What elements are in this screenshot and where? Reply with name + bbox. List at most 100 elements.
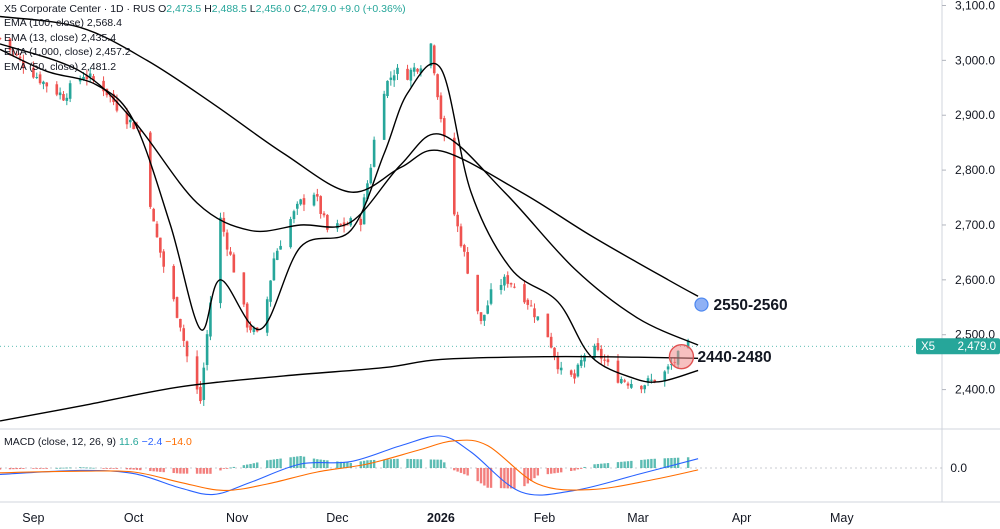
ema-value: 2,457.2 — [95, 46, 131, 59]
macd-histogram-bar — [12, 468, 15, 470]
macd-histogram-bar — [573, 468, 576, 471]
macd-histogram-bar — [663, 458, 666, 468]
candle-body — [199, 386, 202, 402]
macd-histogram-bar — [296, 456, 299, 468]
ema-label: EMA (13, close) — [4, 31, 79, 44]
macd-histogram-bar — [389, 459, 393, 468]
ema-label: EMA (100, close) — [4, 17, 84, 30]
candle-body — [523, 284, 526, 303]
high-value: 2,488.5 — [211, 3, 247, 15]
candle-body — [295, 203, 299, 209]
ema-line — [0, 355, 699, 422]
price-badge-value: 2,479.0 — [958, 341, 996, 353]
macd-histogram-bar — [242, 465, 246, 468]
candle-body — [205, 334, 209, 365]
x-tick-label: Nov — [226, 511, 249, 525]
macd-histogram-bar — [195, 468, 199, 474]
open-label: O — [158, 3, 167, 15]
legend-ema-13[interactable]: EMA (13, close) 2,435.4 — [4, 31, 406, 45]
macd-histogram-bar — [583, 466, 586, 468]
legend-symbol-line: X5 Corporate Center · 1D · RUS O2,473.5 … — [4, 2, 406, 16]
candle-body — [630, 383, 633, 388]
macd-histogram-bar — [600, 463, 603, 468]
close-label: C — [293, 3, 302, 15]
macd-histogram-bar — [225, 468, 229, 469]
macd-histogram-bar — [369, 460, 372, 468]
macd-histogram-bar — [499, 468, 503, 489]
annotation-label: 2440-2480 — [697, 349, 771, 366]
macd-value-2: −2.4 — [141, 436, 163, 448]
macd-histogram-bar — [185, 468, 189, 474]
candle-body — [556, 356, 560, 370]
candle-body — [593, 345, 596, 359]
macd-histogram-bar — [22, 468, 25, 469]
macd-histogram-bar — [406, 458, 409, 468]
candle-body — [149, 132, 152, 207]
macd-histogram-bar — [0, 468, 2, 470]
candle-body — [569, 370, 573, 375]
macd-histogram-bar — [149, 468, 152, 472]
candle-body — [292, 211, 296, 220]
candle-body — [369, 167, 373, 184]
macd-histogram-bar — [486, 468, 489, 488]
price-badge — [916, 338, 1000, 355]
candle-body — [670, 363, 673, 366]
macd-histogram-bar — [339, 461, 342, 468]
macd-histogram-bar — [676, 457, 680, 468]
macd-histogram-bar — [559, 468, 563, 473]
signal-line — [0, 439, 699, 491]
macd-histogram-bar — [570, 468, 573, 471]
candle-body — [209, 302, 212, 337]
macd-histogram-bar — [523, 468, 526, 487]
macd-histogram-bar — [606, 463, 610, 468]
macd-histogram-bar — [533, 468, 536, 479]
macd-histogram-bar — [626, 461, 630, 468]
open-value: 2,473.5 — [166, 3, 202, 15]
macd-histogram-bar — [553, 468, 556, 474]
macd-histogram-bar — [35, 468, 38, 469]
candle-body — [18, 56, 22, 59]
macd-histogram-bar — [269, 459, 272, 468]
candle-body — [32, 67, 35, 78]
candle-body — [452, 137, 456, 215]
macd-histogram-bar — [349, 462, 352, 468]
candle-body — [396, 67, 399, 74]
candle-body — [342, 222, 346, 227]
ema-line — [0, 15, 699, 297]
candle-body — [546, 313, 550, 338]
candle-body — [559, 367, 563, 371]
candle-body — [643, 385, 647, 390]
macd-histogram-bar — [603, 463, 606, 468]
macd-histogram-bar — [115, 468, 119, 469]
candle-body — [68, 83, 72, 99]
macd-legend[interactable]: MACD (close, 12, 26, 9) 11.6 −2.4 −14.0 — [4, 436, 192, 448]
candle-body — [175, 297, 179, 318]
candle-body — [489, 289, 493, 304]
candle-body — [620, 378, 623, 384]
candle-body — [499, 284, 503, 290]
legend-ema-50[interactable]: EMA (50, close) 2,481.2 — [4, 60, 406, 74]
macd-histogram-bar — [159, 468, 162, 472]
y-tick-label: 2,500.0 — [955, 328, 995, 342]
legend-ema-1000[interactable]: EMA (1,000, close) 2,457.2 — [4, 45, 406, 59]
macd-histogram-bar — [650, 458, 653, 468]
legend-ema-100[interactable]: EMA (100, close) 2,568.4 — [4, 16, 406, 30]
macd-histogram-bar — [479, 468, 483, 484]
macd-histogram-bar — [392, 458, 396, 468]
macd-histogram-bar — [483, 468, 486, 486]
symbol-title: X5 Corporate Center · 1D · RUS — [4, 3, 156, 15]
macd-histogram-bar — [132, 468, 135, 470]
candle-body — [249, 325, 252, 331]
macd-histogram-bar — [316, 459, 319, 468]
candle-body — [406, 68, 409, 80]
macd-histogram-bar — [179, 468, 182, 474]
macd-histogram-bar — [272, 459, 276, 468]
macd-histogram-bar — [112, 468, 115, 469]
macd-histogram-bar — [513, 468, 516, 489]
macd-histogram-bar — [372, 459, 376, 468]
macd-histogram-bar — [489, 468, 493, 488]
candle-body — [195, 356, 199, 390]
macd-histogram-bar — [546, 468, 550, 475]
x-tick-label: May — [830, 511, 854, 525]
